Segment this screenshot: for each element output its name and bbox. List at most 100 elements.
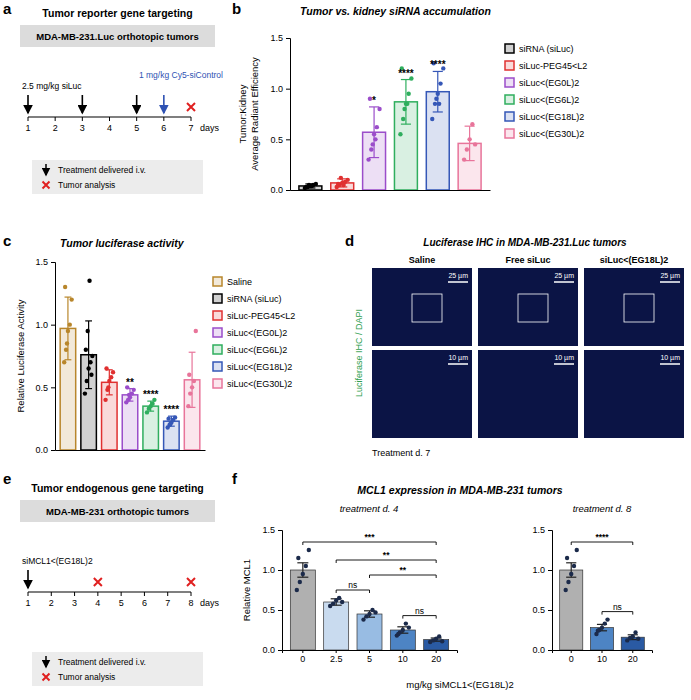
data-point xyxy=(438,81,442,85)
legend-box xyxy=(32,652,203,686)
micrograph xyxy=(584,350,684,438)
data-point xyxy=(107,379,111,383)
tick-mark xyxy=(286,139,290,140)
scale-bar xyxy=(554,363,574,365)
tick-label: 5 xyxy=(367,654,372,664)
model-box xyxy=(20,500,215,522)
tick-mark xyxy=(402,650,403,653)
significance-bracket xyxy=(303,542,436,545)
panel-title: MCL1 expression in MDA-MB-231 tumors xyxy=(357,484,563,496)
data-point xyxy=(168,421,172,425)
tick: 0.5 xyxy=(35,383,55,393)
day-tick xyxy=(109,117,110,121)
tick: 0.5 xyxy=(532,605,552,615)
tick-label: 10 xyxy=(597,654,607,664)
treatment-arrow xyxy=(27,95,29,113)
day-label: 4 xyxy=(95,598,100,608)
legend-swatch xyxy=(505,78,514,87)
data-point xyxy=(346,178,350,182)
y-axis: 0.00.51.01.5 xyxy=(35,257,55,455)
data-point xyxy=(434,97,438,101)
significance-label: ** xyxy=(400,565,407,575)
plot-area xyxy=(299,61,481,190)
data-point xyxy=(85,379,89,383)
day-label: 2 xyxy=(49,598,54,608)
tick-label: 1.0 xyxy=(35,320,48,330)
analysis-marker xyxy=(187,103,195,111)
day-tick xyxy=(144,592,145,596)
column-label: Free siLuc xyxy=(505,255,550,265)
day-tick xyxy=(191,117,192,121)
day-label: 2 xyxy=(53,123,58,133)
significance-bracket xyxy=(602,612,633,615)
tick: 20 xyxy=(628,650,638,664)
scale-bar-label: 25 µm xyxy=(660,272,680,280)
tick: 0 xyxy=(300,650,305,664)
tick-label: 20 xyxy=(431,654,441,664)
legend-swatch xyxy=(505,61,514,70)
timeline-axis xyxy=(28,591,191,592)
legend-label: siLuc<(EG30L)2 xyxy=(519,129,584,139)
micrograph xyxy=(478,268,578,346)
x-axis: 02.551020 xyxy=(283,650,458,664)
plot-area xyxy=(60,279,200,450)
error-bar xyxy=(433,71,443,112)
tick: 1.5 xyxy=(262,525,282,535)
analysis-marker xyxy=(187,578,195,586)
day-tick xyxy=(167,592,168,596)
bar xyxy=(331,183,354,190)
bar xyxy=(560,570,583,650)
scale-bar xyxy=(660,363,680,365)
data-point xyxy=(433,102,437,106)
data-point xyxy=(307,548,311,552)
day-label: 1 xyxy=(25,123,30,133)
data-point xyxy=(605,617,609,621)
tick-label: 20 xyxy=(628,654,638,664)
tick-mark xyxy=(51,450,55,451)
chart-title: Tumor vs. kidney siRNA accumulation xyxy=(300,5,491,17)
tick: 1.5 xyxy=(270,33,290,43)
data-point xyxy=(407,625,411,629)
legend-swatch xyxy=(505,129,514,138)
legend: SalinesiRNA (siLuc)siLuc-PEG45<L2siLuc<(… xyxy=(213,277,295,389)
significance-label: ns xyxy=(415,606,424,616)
legend-label: Tumor analysis xyxy=(58,180,115,190)
tick-mark xyxy=(286,38,290,39)
zoom-box xyxy=(518,294,548,322)
data-point xyxy=(331,601,335,605)
scale-bar-label: 10 µm xyxy=(554,354,574,362)
tick-mark xyxy=(369,650,370,653)
column-label: siLuc<(EG18L)2 xyxy=(600,255,668,265)
data-point xyxy=(301,572,305,576)
data-point xyxy=(89,373,93,377)
tick-label: 1.0 xyxy=(532,565,545,575)
day-label: 7 xyxy=(188,123,193,133)
data-point xyxy=(83,391,87,395)
tick-label: 1.0 xyxy=(270,84,283,94)
tick-label: 0.0 xyxy=(262,645,275,655)
data-point xyxy=(340,600,344,604)
axis-title: Average Radiant Efficiency xyxy=(249,57,260,171)
plot-area xyxy=(560,548,645,650)
tick-label: 1.5 xyxy=(270,33,283,43)
tick-mark xyxy=(336,650,337,653)
y-axis: 0.00.51.01.5 xyxy=(532,525,552,655)
day-label: 5 xyxy=(134,123,139,133)
significance-bracket xyxy=(403,616,436,619)
axis-line xyxy=(548,531,553,651)
panel-letter: d xyxy=(345,232,354,249)
legend-label: Treatment delivered i.v. xyxy=(58,657,146,667)
scale-bar-label: 10 µm xyxy=(660,354,680,362)
data-point xyxy=(401,117,405,121)
data-point xyxy=(314,182,318,186)
tick-mark xyxy=(548,650,552,651)
data-point xyxy=(473,142,477,146)
data-point xyxy=(373,610,377,614)
scale-bar xyxy=(448,363,468,365)
scale-bar xyxy=(554,281,574,283)
legend-arrow xyxy=(45,164,47,175)
day-tick xyxy=(55,117,56,121)
data-point xyxy=(109,375,113,379)
legend-swatch xyxy=(213,277,222,286)
data-point xyxy=(336,182,340,186)
